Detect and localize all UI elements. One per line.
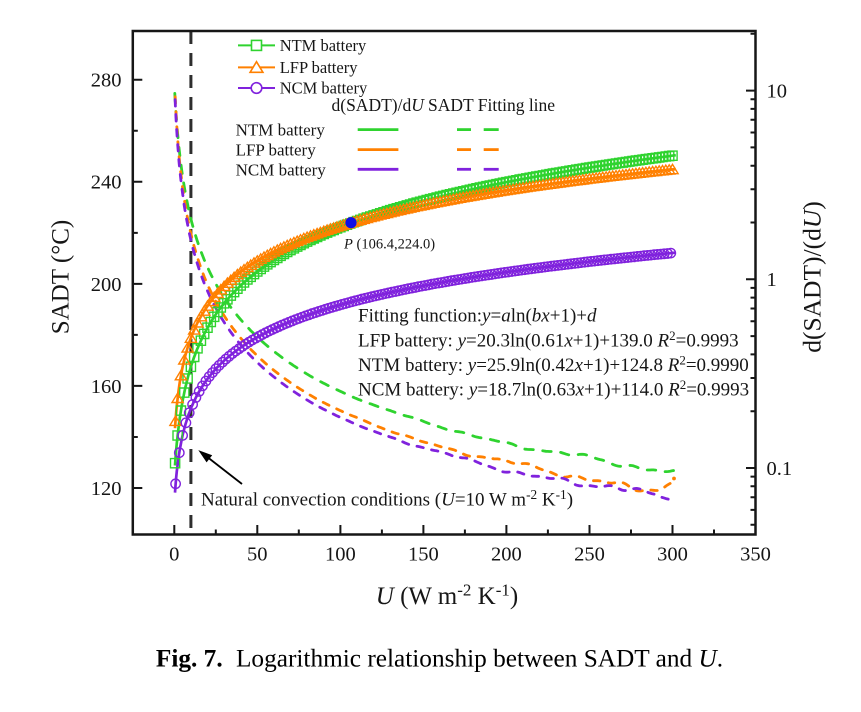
svg-text:Fig. 7. Logarithmic relationsh: Fig. 7. Logarithmic relationship between… <box>156 645 723 673</box>
svg-text:P (106.4,224.0): P (106.4,224.0) <box>343 237 435 253</box>
svg-text:240: 240 <box>91 172 122 194</box>
svg-text:U (W m-2 K-1): U (W m-2 K-1) <box>376 581 518 611</box>
svg-text:Natural convection conditions: Natural convection conditions (U=10 W m-… <box>201 487 573 511</box>
svg-text:NTM battery: NTM battery <box>236 121 326 140</box>
svg-text:160: 160 <box>91 376 122 398</box>
svg-text:LFP battery: y=20.3ln(0.61x+1): LFP battery: y=20.3ln(0.61x+1)+139.0 R2=… <box>358 328 739 352</box>
svg-text:SADT (°C): SADT (°C) <box>48 220 75 334</box>
svg-text:NCM battery: NCM battery <box>236 160 327 179</box>
svg-text:NTM battery: y=25.9ln(0.42x+1): NTM battery: y=25.9ln(0.42x+1)+124.8 R2=… <box>358 352 749 376</box>
svg-text:10: 10 <box>767 81 788 103</box>
svg-text:0: 0 <box>169 543 179 565</box>
svg-text:50: 50 <box>247 543 268 565</box>
svg-text:SADT Fitting line: SADT Fitting line <box>428 95 555 115</box>
svg-text:LFP battery: LFP battery <box>236 141 317 160</box>
svg-text:LFP battery: LFP battery <box>280 58 359 77</box>
svg-text:100: 100 <box>325 543 356 565</box>
svg-text:300: 300 <box>657 543 688 565</box>
svg-text:200: 200 <box>491 543 522 565</box>
svg-text:200: 200 <box>91 274 122 296</box>
svg-text:350: 350 <box>740 543 771 565</box>
svg-text:1: 1 <box>767 269 777 291</box>
svg-text:280: 280 <box>91 70 122 92</box>
svg-text:250: 250 <box>574 543 605 565</box>
svg-text:120: 120 <box>91 478 122 500</box>
svg-text:150: 150 <box>408 543 439 565</box>
svg-text:d(SADT)/dU: d(SADT)/dU <box>332 95 426 115</box>
svg-text:Fitting function:y=aln(bx+1)+d: Fitting function:y=aln(bx+1)+d <box>358 306 597 327</box>
svg-text:NTM battery: NTM battery <box>280 36 367 55</box>
svg-text:d(SADT)/(dU): d(SADT)/(dU) <box>798 201 827 353</box>
svg-text:NCM battery: y=18.7ln(0.63x+1): NCM battery: y=18.7ln(0.63x+1)+114.0 R2=… <box>358 377 749 401</box>
svg-text:NCM battery: NCM battery <box>280 79 368 98</box>
svg-text:0.1: 0.1 <box>767 458 793 480</box>
